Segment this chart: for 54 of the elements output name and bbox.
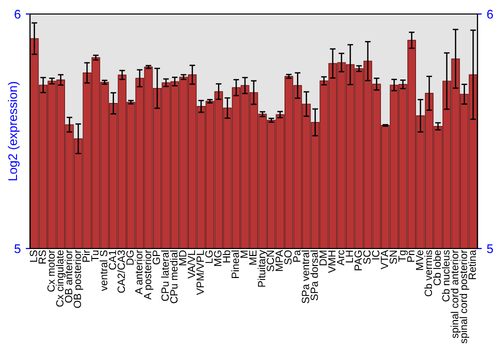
x-tick-label: MVe — [416, 250, 424, 270]
x-tick-label: M — [240, 250, 248, 258]
x-tick-label: spinal cord posterior — [459, 250, 470, 344]
x-tick-label: DM — [319, 250, 327, 266]
x-tick-label: Pn — [407, 250, 414, 262]
x-tick-label: ventral S — [100, 250, 108, 291]
x-tick-label: Pir — [82, 250, 90, 262]
x-tick-label: VTA — [380, 250, 388, 270]
x-tick-label: SC — [363, 250, 371, 264]
x-tick-label: OB posterior — [73, 250, 84, 308]
y-axis-title: Log2 (expression) — [8, 82, 20, 180]
x-tick-label: VPM/VPL — [196, 250, 204, 295]
x-tick-label: Cx motor — [47, 250, 55, 292]
x-tick-label: LH — [346, 250, 353, 262]
x-tick-label: SPa dorsal — [310, 250, 318, 300]
x-tick-label: spinal cord anterior — [450, 250, 460, 338]
x-tick-label: Tu — [91, 250, 99, 262]
x-tick-label: CPu medial — [170, 250, 178, 304]
x-tick-label: Retina — [468, 250, 476, 280]
x-tick-label: ME — [249, 250, 256, 265]
x-tick-label: LS — [30, 250, 38, 262]
x-tick-label: PAG — [354, 250, 362, 270]
x-tick-label: SCN — [266, 250, 274, 272]
x-tick-label: A anterior — [134, 250, 142, 294]
x-tick-label: Arc — [337, 250, 344, 266]
x-tick-label: A posterior — [144, 250, 154, 300]
x-tick-label: Tg — [398, 250, 408, 262]
x-tick-label: Pa — [293, 250, 300, 262]
x-tick-label: VMH — [328, 250, 336, 273]
y2-tick-label: 6 — [487, 10, 493, 19]
x-tick-label: MD — [179, 250, 186, 266]
x-tick-label: Cb lobe — [433, 250, 441, 286]
x-tick-label: CA2/CA3 — [117, 250, 125, 293]
x-tick-label: SO — [284, 250, 292, 264]
x-tick-label: Pineal — [231, 250, 239, 278]
x-tick-label: Cx cingulate — [56, 250, 66, 307]
x-tick-label: MPA — [276, 250, 283, 271]
x-tick-label: OB anterior — [64, 250, 72, 303]
x-tick-label: RS — [38, 250, 46, 264]
x-tick-label: MG — [214, 250, 222, 266]
x-tick-label: Cb vermis — [424, 250, 432, 296]
x-tick-label: CA1 — [108, 250, 116, 270]
y2-tick-label: 5 — [487, 244, 493, 254]
x-tick-label: GP — [152, 250, 160, 264]
x-tick-label: DG — [126, 250, 134, 265]
x-tick-label: CPu lateral — [161, 250, 169, 301]
x-tick-label: Cb nucleus — [442, 250, 450, 302]
x-tick-label: IC — [372, 250, 380, 260]
x-tick-label: Hb — [222, 250, 230, 262]
x-tick-label: VA/VL — [187, 250, 196, 279]
x-tick-label: Pituitary — [258, 250, 268, 287]
x-tick-label: SN — [390, 250, 397, 264]
x-tick-label: SPa ventral — [302, 250, 310, 304]
x-tick-label: LG — [205, 250, 213, 263]
